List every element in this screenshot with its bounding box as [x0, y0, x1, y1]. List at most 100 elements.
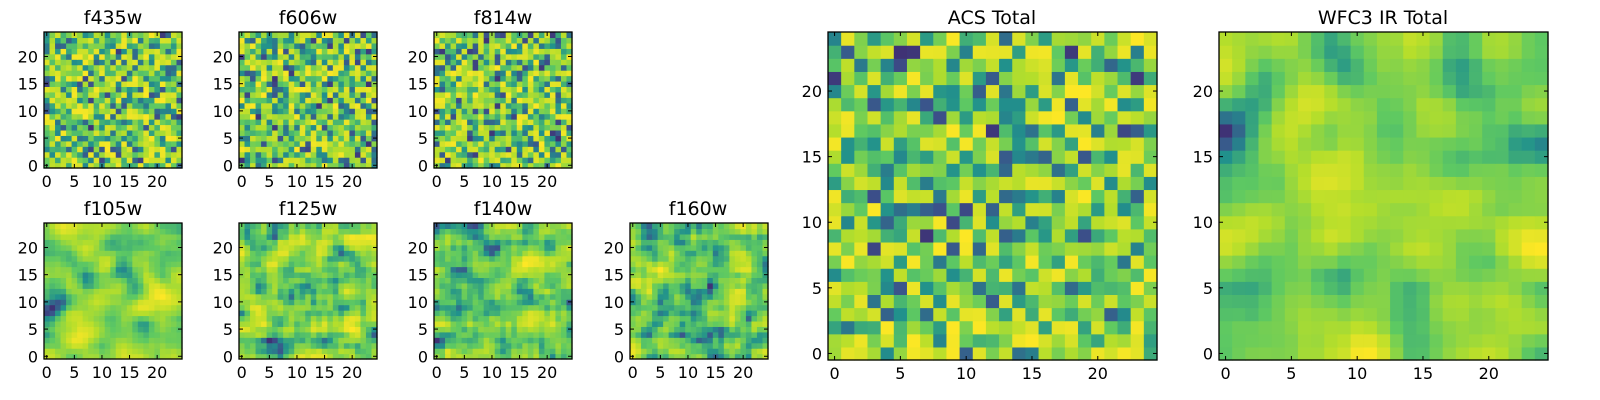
- heatmap-cell: [132, 162, 139, 169]
- heatmap-cell: [635, 353, 642, 360]
- heatmap-cell: [566, 59, 573, 66]
- heatmap-cell: [316, 140, 323, 147]
- heatmap-cell: [1012, 202, 1026, 217]
- heatmap-cell: [244, 157, 251, 164]
- heatmap-cell: [707, 228, 714, 235]
- heatmap-cell: [729, 277, 736, 284]
- heatmap-cell: [266, 271, 273, 278]
- heatmap-cell: [365, 353, 373, 360]
- heatmap-cell: [538, 261, 545, 268]
- heatmap-cell: [707, 353, 714, 360]
- heatmap-cell: [893, 268, 908, 282]
- heatmap-cell: [434, 97, 441, 104]
- heatmap-cell: [500, 162, 507, 169]
- heatmap-cell: [762, 337, 769, 344]
- heatmap-cell: [533, 59, 540, 66]
- heatmap-cell: [365, 288, 373, 295]
- heatmap-cell: [1078, 281, 1092, 295]
- heatmap-cell: [690, 277, 697, 284]
- heatmap-cell: [533, 304, 540, 311]
- heatmap-cell: [549, 140, 557, 147]
- heatmap-cell: [170, 342, 178, 349]
- heatmap-cell: [93, 282, 100, 289]
- heatmap-cell: [115, 331, 122, 338]
- heatmap-cell: [472, 348, 479, 355]
- heatmap-cell: [343, 140, 350, 147]
- heatmap-cell: [657, 239, 664, 246]
- heatmap-cell: [137, 320, 144, 327]
- heatmap-cell: [143, 261, 150, 268]
- heatmap-cell: [332, 288, 339, 295]
- heatmap-cell: [371, 119, 378, 126]
- heatmap-cell: [500, 342, 507, 349]
- heatmap-cell: [132, 113, 139, 120]
- heatmap-cell: [360, 233, 367, 240]
- heatmap-cell: [505, 37, 512, 44]
- heatmap-cell: [445, 162, 452, 169]
- heatmap-cell: [126, 97, 133, 104]
- heatmap-cell: [327, 244, 334, 251]
- heatmap-cell: [718, 228, 725, 235]
- heatmap-cell: [478, 70, 485, 77]
- heatmap-cell: [663, 261, 670, 268]
- heatmap-cell: [44, 124, 51, 131]
- heatmap-cell: [439, 255, 446, 262]
- heatmap-cell: [652, 261, 659, 268]
- heatmap-cell: [555, 119, 562, 126]
- heatmap-cell: [450, 331, 457, 338]
- heatmap-cell: [305, 348, 312, 355]
- heatmap-cell: [143, 124, 150, 131]
- heatmap-cell: [1025, 320, 1040, 335]
- heatmap-cell: [489, 271, 496, 278]
- heatmap-cell: [566, 157, 573, 164]
- heatmap-cell: [170, 129, 178, 136]
- heatmap-cell: [77, 255, 84, 262]
- heatmap-cell: [159, 320, 167, 327]
- heatmap-cell: [170, 70, 178, 77]
- heatmap-cell: [354, 48, 362, 55]
- heatmap-cell: [483, 337, 490, 344]
- heatmap-cell: [646, 337, 653, 344]
- heatmap-cell: [707, 282, 714, 289]
- heatmap-cell: [349, 86, 356, 93]
- heatmap-cell: [126, 250, 133, 257]
- heatmap-cell: [1143, 189, 1158, 204]
- heatmap-cell: [751, 277, 758, 284]
- heatmap-cell: [272, 342, 279, 349]
- heatmap-cell: [66, 250, 73, 257]
- heatmap-cell: [299, 320, 306, 327]
- heatmap-cell: [456, 157, 463, 164]
- heatmap-cell: [538, 151, 545, 158]
- heatmap-cell: [1104, 255, 1119, 269]
- heatmap-cell: [690, 337, 697, 344]
- heatmap-cell: [316, 75, 323, 82]
- heatmap-cell: [729, 228, 736, 235]
- heatmap-cell: [170, 151, 178, 158]
- heatmap-cell: [110, 42, 117, 49]
- heatmap-cell: [104, 282, 111, 289]
- heatmap-cell: [115, 97, 122, 104]
- heatmap-cell: [132, 266, 139, 273]
- heatmap-cell: [544, 124, 551, 131]
- heatmap-cell: [483, 326, 490, 333]
- heatmap-cell: [88, 48, 95, 55]
- heatmap-cell: [77, 75, 84, 82]
- heatmap-cell: [751, 271, 758, 278]
- heatmap-cell: [533, 48, 540, 55]
- heatmap-cell: [538, 108, 545, 115]
- heatmap-cell: [60, 48, 67, 55]
- heatmap-cell: [566, 293, 573, 300]
- heatmap-cell: [668, 244, 675, 251]
- heatmap-cell: [365, 86, 373, 93]
- heatmap-cell: [527, 108, 534, 115]
- heatmap-cell: [1078, 163, 1092, 177]
- heatmap-cell: [946, 189, 961, 204]
- heatmap-cell: [1025, 176, 1040, 191]
- heatmap-cell: [255, 151, 262, 158]
- heatmap-cell: [630, 293, 637, 300]
- heatmap-cell: [478, 304, 485, 311]
- heatmap-cell: [132, 48, 139, 55]
- heatmap-cell: [505, 271, 512, 278]
- heatmap-cell: [489, 135, 496, 142]
- heatmap-cell: [483, 228, 490, 235]
